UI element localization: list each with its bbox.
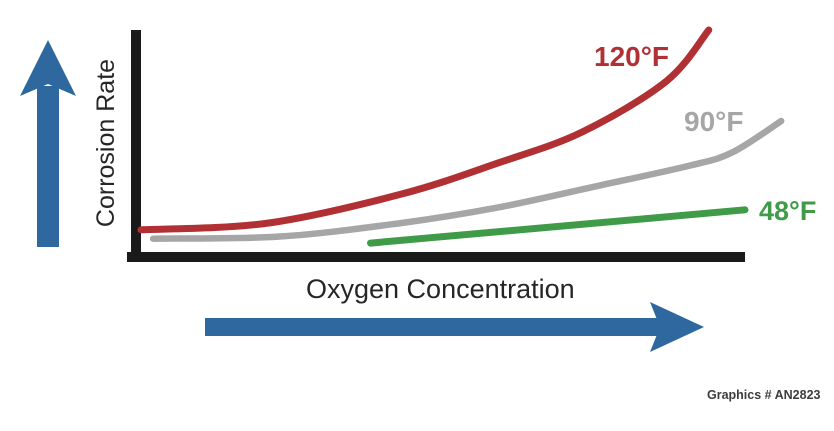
y-axis-label: Corrosion Rate (92, 58, 120, 228)
y-axis-line (131, 30, 141, 262)
graphics-credit: Graphics # AN2823 (707, 388, 821, 402)
curve-90f (149, 117, 785, 242)
curve-48f (367, 206, 749, 247)
x-increase-arrow-icon (205, 302, 704, 352)
series-label-48f: 48°F (759, 196, 817, 226)
x-axis-line (127, 252, 745, 262)
series-label-90f: 90°F (684, 106, 744, 137)
y-arrow-shaft (37, 86, 59, 247)
y-increase-arrow-icon (20, 40, 76, 247)
chart-curves (137, 26, 785, 247)
series-label-120f: 120°F (594, 41, 670, 72)
x-arrow-head (650, 302, 704, 352)
curve-120f (137, 26, 713, 234)
y-arrow-head (20, 40, 76, 96)
x-axis-label: Oxygen Concentration (306, 274, 575, 304)
x-arrow-shaft (205, 318, 662, 336)
